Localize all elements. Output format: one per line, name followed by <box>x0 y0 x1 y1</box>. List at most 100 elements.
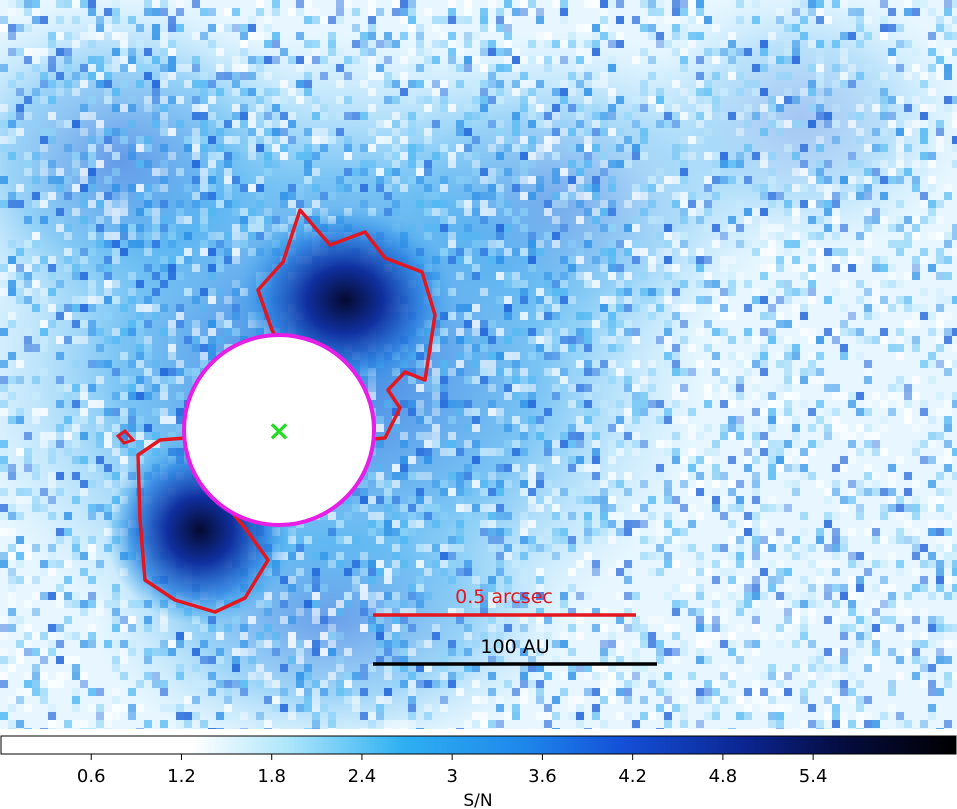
noise-pixel <box>8 464 16 472</box>
noise-pixel <box>336 176 344 184</box>
noise-pixel <box>200 176 208 184</box>
noise-pixel <box>72 320 80 328</box>
noise-pixel <box>136 304 144 312</box>
noise-pixel <box>584 592 592 600</box>
noise-pixel <box>920 112 928 120</box>
noise-pixel <box>192 696 200 704</box>
noise-pixel <box>744 560 752 568</box>
noise-pixel <box>640 272 648 280</box>
noise-pixel <box>424 456 432 464</box>
noise-pixel <box>888 536 896 544</box>
noise-pixel <box>200 336 208 344</box>
noise-pixel <box>264 680 272 688</box>
noise-pixel <box>208 344 216 352</box>
noise-pixel <box>456 368 464 376</box>
noise-pixel <box>80 416 88 424</box>
noise-pixel <box>464 472 472 480</box>
noise-pixel <box>384 192 392 200</box>
noise-pixel <box>128 104 136 112</box>
noise-pixel <box>40 456 48 464</box>
noise-pixel <box>872 184 880 192</box>
noise-pixel <box>544 712 552 720</box>
noise-pixel <box>936 616 944 624</box>
noise-pixel <box>248 656 256 664</box>
noise-pixel <box>856 552 864 560</box>
noise-pixel <box>848 64 856 72</box>
noise-pixel <box>160 640 168 648</box>
noise-pixel <box>496 256 504 264</box>
noise-pixel <box>80 32 88 40</box>
noise-pixel <box>552 0 560 8</box>
noise-pixel <box>216 728 224 729</box>
noise-pixel <box>584 424 592 432</box>
noise-pixel <box>312 608 320 616</box>
noise-pixel <box>784 480 792 488</box>
noise-pixel <box>24 168 32 176</box>
noise-pixel <box>120 248 128 256</box>
noise-pixel <box>248 216 256 224</box>
noise-pixel <box>240 64 248 72</box>
noise-pixel <box>32 416 40 424</box>
noise-pixel <box>224 704 232 712</box>
noise-pixel <box>144 392 152 400</box>
noise-pixel <box>120 656 128 664</box>
noise-pixel <box>936 504 944 512</box>
noise-pixel <box>816 112 824 120</box>
noise-pixel <box>808 168 816 176</box>
noise-pixel <box>688 368 696 376</box>
noise-pixel <box>336 600 344 608</box>
noise-pixel <box>440 104 448 112</box>
noise-pixel <box>360 480 368 488</box>
noise-pixel <box>800 288 808 296</box>
noise-pixel <box>560 536 568 544</box>
noise-pixel <box>936 408 944 416</box>
noise-pixel <box>48 160 56 168</box>
noise-pixel <box>248 72 256 80</box>
noise-pixel <box>736 72 744 80</box>
noise-pixel <box>424 48 432 56</box>
noise-pixel <box>896 168 904 176</box>
noise-pixel <box>72 16 80 24</box>
noise-pixel <box>784 88 792 96</box>
noise-pixel <box>400 72 408 80</box>
noise-pixel <box>520 616 528 624</box>
noise-pixel <box>720 112 728 120</box>
noise-pixel <box>592 472 600 480</box>
noise-pixel <box>376 464 384 472</box>
noise-pixel <box>328 624 336 632</box>
noise-pixel <box>600 528 608 536</box>
noise-pixel <box>368 592 376 600</box>
noise-pixel <box>856 712 864 720</box>
noise-pixel <box>688 192 696 200</box>
noise-pixel <box>536 648 544 656</box>
noise-pixel <box>296 96 304 104</box>
noise-pixel <box>208 248 216 256</box>
noise-pixel <box>48 256 56 264</box>
noise-pixel <box>944 104 952 112</box>
noise-pixel <box>528 248 536 256</box>
noise-pixel <box>232 208 240 216</box>
noise-pixel <box>952 552 957 560</box>
noise-pixel <box>696 648 704 656</box>
noise-pixel <box>672 200 680 208</box>
noise-pixel <box>160 264 168 272</box>
noise-pixel <box>584 144 592 152</box>
noise-pixel <box>888 552 896 560</box>
noise-pixel <box>144 208 152 216</box>
noise-pixel <box>664 296 672 304</box>
noise-pixel <box>552 384 560 392</box>
noise-pixel <box>344 600 352 608</box>
noise-pixel <box>840 80 848 88</box>
noise-pixel <box>104 288 112 296</box>
noise-pixel <box>192 648 200 656</box>
noise-pixel <box>816 576 824 584</box>
noise-pixel <box>200 32 208 40</box>
noise-pixel <box>8 472 16 480</box>
noise-pixel <box>688 0 696 8</box>
noise-pixel <box>456 728 464 729</box>
noise-pixel <box>272 728 280 729</box>
noise-pixel <box>336 96 344 104</box>
noise-pixel <box>616 368 624 376</box>
noise-pixel <box>16 248 24 256</box>
noise-pixel <box>952 560 957 568</box>
